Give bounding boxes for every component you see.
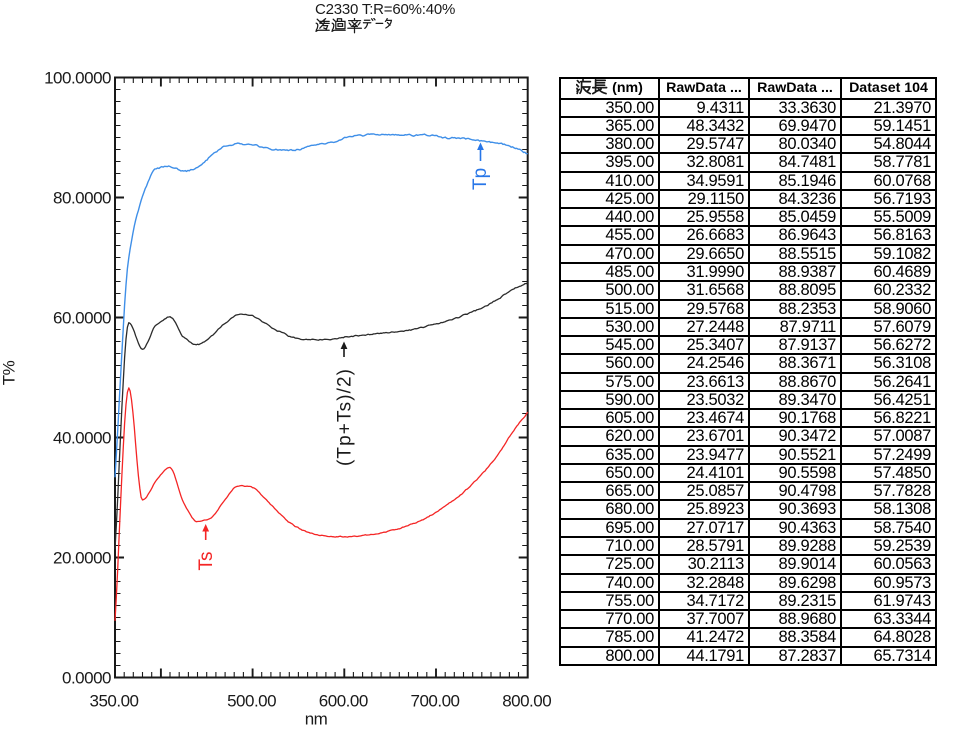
svg-text:100.0000: 100.0000 bbox=[44, 69, 111, 88]
svg-text:Tp: Tp bbox=[470, 168, 491, 190]
svg-text:800.00: 800.00 bbox=[502, 692, 551, 711]
svg-text:nm: nm bbox=[305, 710, 328, 729]
svg-text:350.00: 350.00 bbox=[90, 692, 139, 711]
svg-text:80.0000: 80.0000 bbox=[53, 189, 111, 208]
svg-text:600.00: 600.00 bbox=[319, 692, 368, 711]
svg-text:Ts: Ts bbox=[196, 552, 217, 571]
svg-text:700.00: 700.00 bbox=[411, 692, 460, 711]
svg-text:40.0000: 40.0000 bbox=[53, 429, 111, 448]
svg-text:(Tp+Ts)/2): (Tp+Ts)/2) bbox=[335, 368, 356, 466]
svg-text:20.0000: 20.0000 bbox=[53, 549, 111, 568]
svg-text:60.0000: 60.0000 bbox=[53, 309, 111, 328]
svg-text:500.00: 500.00 bbox=[227, 692, 276, 711]
svg-text:T%: T% bbox=[0, 360, 19, 385]
svg-text:0.0000: 0.0000 bbox=[62, 669, 111, 688]
